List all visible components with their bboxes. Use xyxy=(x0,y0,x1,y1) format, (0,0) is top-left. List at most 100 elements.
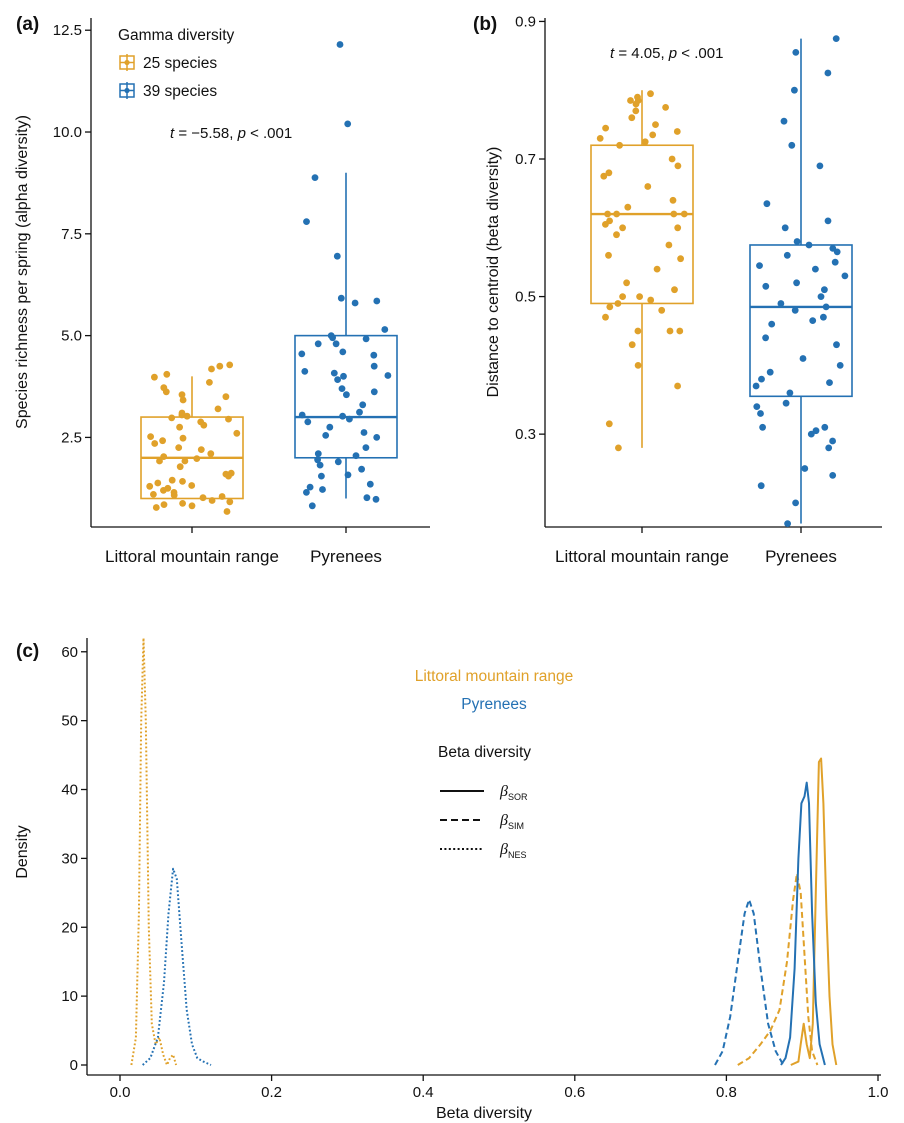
panel-a-y-ticks: 2.5 5.0 7.5 10.0 12.5 xyxy=(53,22,91,446)
panel-b-axes xyxy=(544,18,882,528)
panel-c-axes xyxy=(86,638,881,1076)
data-point xyxy=(373,434,381,441)
data-point xyxy=(356,408,363,416)
data-point xyxy=(665,241,673,249)
data-point xyxy=(179,396,187,404)
data-point xyxy=(636,293,643,300)
data-point xyxy=(666,327,674,335)
panel-b-y-ticks: 0.3 0.5 0.7 0.9 xyxy=(515,13,545,443)
data-point xyxy=(606,303,614,311)
data-point xyxy=(358,465,365,473)
data-point xyxy=(833,341,840,349)
data-point xyxy=(605,420,613,428)
data-point xyxy=(214,405,222,413)
data-point xyxy=(757,410,764,417)
data-point xyxy=(188,502,196,510)
data-point xyxy=(329,334,336,342)
density-line-littoral-sor xyxy=(790,757,838,1066)
data-point xyxy=(812,265,819,273)
data-point xyxy=(801,465,809,472)
data-point xyxy=(791,86,798,94)
density-line-pyrenees-sim xyxy=(714,898,785,1066)
panel-b-y-tick-label: 0.7 xyxy=(515,151,536,168)
panel-c-y-tick-label: 20 xyxy=(61,919,78,936)
data-point xyxy=(316,461,324,469)
panel-b-category-label: Pyrenees xyxy=(765,547,837,566)
data-point xyxy=(841,272,849,280)
data-point xyxy=(207,450,215,458)
data-point xyxy=(370,351,378,359)
panel-c-label: (c) xyxy=(16,641,39,662)
data-point xyxy=(351,299,359,307)
data-point xyxy=(782,399,790,407)
data-point xyxy=(322,432,330,439)
data-point xyxy=(780,117,788,125)
data-point xyxy=(208,365,215,373)
data-point xyxy=(179,434,187,442)
data-point xyxy=(226,498,234,506)
data-point xyxy=(793,238,801,245)
data-point xyxy=(197,446,205,453)
data-point xyxy=(600,172,608,180)
data-point xyxy=(791,306,799,314)
data-point xyxy=(381,326,389,333)
data-point xyxy=(604,210,611,218)
panel-a-box-pyrenees xyxy=(294,172,398,499)
data-point xyxy=(227,469,235,477)
data-point xyxy=(602,124,609,132)
data-point xyxy=(178,409,186,417)
data-point xyxy=(658,306,666,314)
panel-c-y-tick-label: 60 xyxy=(61,644,78,661)
data-point xyxy=(822,303,830,311)
data-point xyxy=(318,472,325,480)
data-point xyxy=(762,334,769,342)
panel-c-x-axis-label: Beta diversity xyxy=(436,1105,532,1122)
box-iqr xyxy=(749,244,853,398)
data-point xyxy=(340,372,347,380)
data-point xyxy=(384,372,392,379)
data-point xyxy=(644,183,652,190)
data-point xyxy=(152,504,160,511)
panel-b-y-tick-label: 0.9 xyxy=(515,13,536,30)
panel-c-x-tick-label: 0.8 xyxy=(716,1084,737,1101)
data-point xyxy=(370,388,378,396)
data-point xyxy=(676,327,684,335)
data-point xyxy=(223,508,231,515)
panel-a-axes xyxy=(90,18,430,528)
data-point xyxy=(788,141,796,149)
legend-label-nes: βNES xyxy=(499,841,526,860)
data-point xyxy=(178,391,186,399)
data-point xyxy=(825,444,833,452)
data-point xyxy=(298,411,306,419)
data-point xyxy=(674,382,681,390)
data-point xyxy=(758,375,765,383)
data-point xyxy=(175,444,183,451)
data-point xyxy=(757,482,765,490)
panel-c-x-tick-label: 1.0 xyxy=(868,1084,889,1101)
data-point xyxy=(777,300,785,307)
data-point xyxy=(193,455,201,462)
panel-c-x-ticks: 0.0 0.2 0.4 0.6 0.8 1.0 xyxy=(110,1075,889,1101)
density-line-pyrenees-sor xyxy=(780,781,826,1066)
data-point xyxy=(824,69,832,77)
data-point xyxy=(628,114,636,122)
data-point xyxy=(216,362,224,370)
panel-a-y-tick-label: 10.0 xyxy=(53,124,82,141)
panel-c-y-tick-label: 30 xyxy=(61,850,78,867)
density-line-littoral-nes xyxy=(130,637,178,1066)
data-point xyxy=(762,282,770,290)
data-point xyxy=(671,286,678,294)
data-point xyxy=(619,224,626,232)
panel-b-x-ticks: Littoral mountain range Pyrenees xyxy=(555,527,837,566)
data-point xyxy=(826,379,833,386)
data-point xyxy=(346,415,353,423)
panel-c-x-tick-label: 0.6 xyxy=(564,1084,585,1101)
panel-a-stat: t = −5.58, p < .001 xyxy=(170,125,292,142)
data-point xyxy=(170,489,178,496)
data-point xyxy=(344,471,352,479)
data-point xyxy=(304,418,312,426)
data-point xyxy=(669,196,677,204)
panel-b-category-label: Littoral mountain range xyxy=(555,547,729,566)
panel-b-boxes xyxy=(590,38,853,524)
legend-label-sim: βSIM xyxy=(499,812,524,831)
